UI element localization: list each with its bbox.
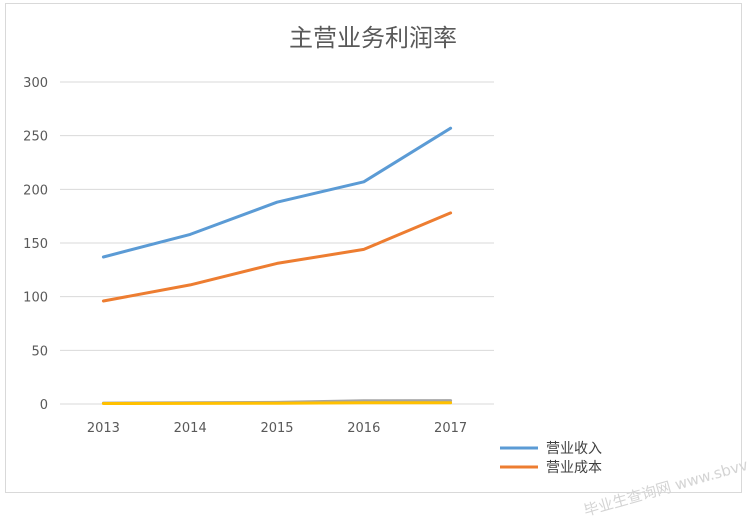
legend-label: 营业收入 (546, 441, 602, 457)
y-tick-label: 250 (23, 130, 48, 145)
y-tick-label: 100 (23, 291, 48, 306)
chart-frame (5, 3, 742, 493)
legend-label: 营业成本 (546, 460, 602, 476)
watermark: 毕业生查询网 www.sbvv.com (582, 446, 748, 520)
y-tick-label: 200 (23, 183, 48, 198)
series-line-4 (101, 401, 453, 405)
series-line-1 (101, 126, 453, 259)
series-line-2 (101, 211, 453, 303)
x-tick-label: 2016 (347, 421, 380, 436)
x-tick-label: 2013 (87, 421, 120, 436)
y-tick-label: 300 (23, 76, 48, 91)
y-tick-label: 50 (31, 344, 48, 359)
x-tick-label: 2015 (260, 421, 293, 436)
y-tick-label: 0 (40, 398, 48, 413)
x-tick-label: 2017 (434, 421, 467, 436)
watermark-text: 毕业生查询网 www.sbvv.com (582, 446, 748, 520)
x-tick-label: 2014 (174, 421, 207, 436)
chart-title: 主营业务利润率 (289, 24, 457, 52)
y-tick-label: 150 (23, 237, 48, 252)
